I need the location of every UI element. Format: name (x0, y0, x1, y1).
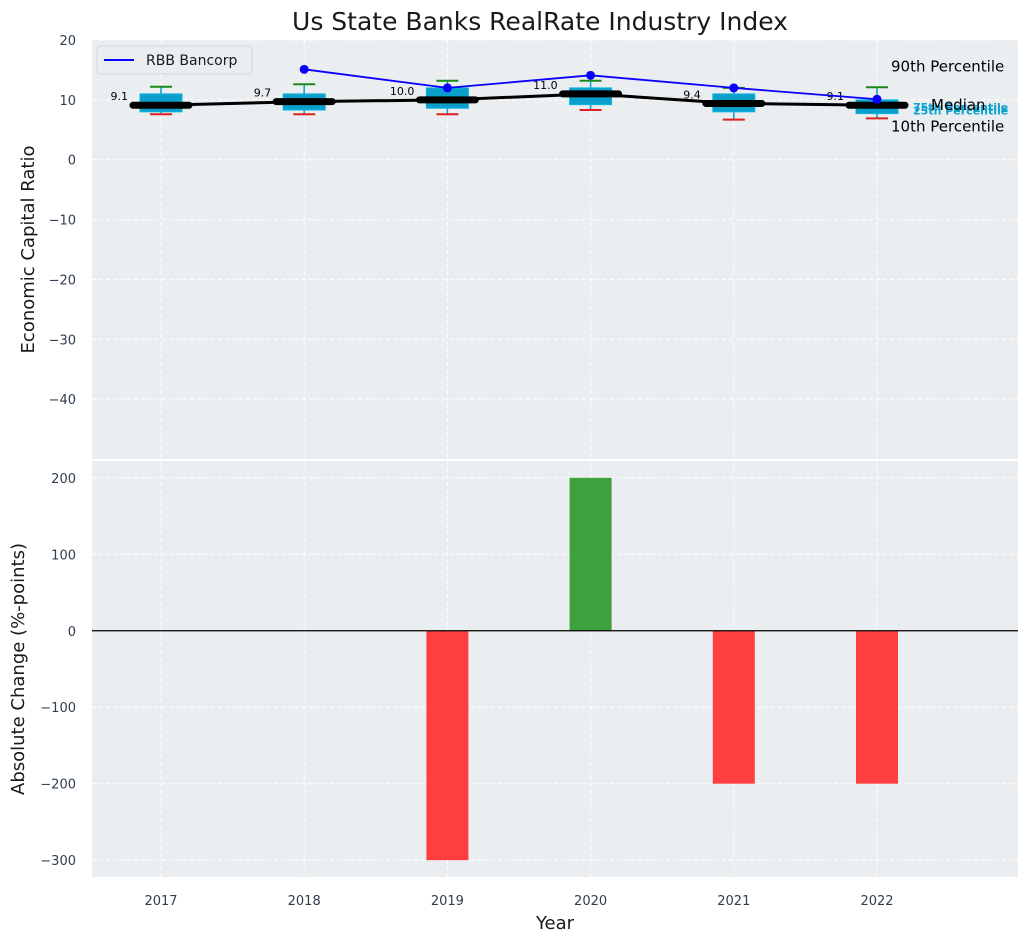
bottom-y-tick-label: −200 (40, 778, 76, 793)
median-value-label: 9.7 (254, 87, 272, 100)
company-point-rbb-bancorp (872, 94, 882, 104)
x-tick-label: 2019 (431, 894, 464, 909)
top-y-ticks: 20 10 0 −10 −20 −30 −40 (49, 34, 76, 408)
top-y-tick-label: −30 (49, 333, 76, 348)
bottom-y-axis-label: Absolute Change (%-points) (8, 543, 29, 795)
x-tick-label: 2017 (144, 894, 177, 909)
annotation-25th-percentile: 25th Percentile (913, 105, 1008, 118)
legend-label-rbb-bancorp: RBB Bancorp (146, 53, 237, 69)
bottom-y-tick-label: 200 (51, 472, 76, 487)
top-y-tick-label: −40 (49, 393, 76, 408)
annotation-90th-percentile: 90th Percentile (891, 57, 1004, 75)
bar-negative (856, 630, 898, 784)
annotation-10th-percentile: 10th Percentile (891, 117, 1004, 135)
top-y-axis-label: Economic Capital Ratio (18, 146, 39, 354)
top-y-tick-label: 20 (59, 34, 76, 49)
median-value-label: 9.1 (111, 90, 129, 103)
top-grid (92, 39, 1018, 459)
bar-marks (92, 477, 1018, 861)
top-y-tick-label: −10 (49, 214, 76, 229)
x-tick-label: 2020 (574, 894, 607, 909)
company-point-rbb-bancorp (729, 83, 739, 93)
median-value-label: 9.4 (683, 88, 701, 101)
top-y-tick-label: −20 (49, 273, 76, 288)
bar-negative (426, 630, 469, 861)
legend[interactable]: RBB Bancorp (96, 45, 253, 75)
bottom-y-tick-label: 100 (51, 548, 76, 563)
top-y-tick-label: 0 (68, 154, 76, 169)
company-point-rbb-bancorp (586, 70, 596, 80)
top-y-tick-label: 10 (59, 94, 76, 109)
annotation-75th-percentile: 75th Percentile (913, 101, 1008, 114)
bottom-y-ticks: 200 100 0 −100 −200 −300 (40, 472, 76, 869)
bar-negative (712, 630, 755, 784)
bar-positive (569, 477, 612, 631)
x-axis-label: Year (535, 913, 575, 934)
company-point-rbb-bancorp (299, 64, 309, 74)
bottom-y-tick-label: −300 (40, 854, 76, 869)
company-point-rbb-bancorp (442, 83, 452, 93)
median-value-label: 11.0 (533, 79, 558, 92)
x-ticks: 2017 2018 2019 2020 2021 2022 (144, 894, 893, 909)
chart-title: Us State Banks RealRate Industry Index (292, 7, 788, 36)
bottom-y-tick-label: 0 (68, 625, 76, 640)
bottom-y-tick-label: −100 (40, 701, 76, 716)
annotation-median: Median (931, 96, 986, 114)
x-tick-label: 2022 (860, 894, 893, 909)
x-tick-label: 2018 (288, 894, 321, 909)
median-value-label: 10.0 (390, 85, 415, 98)
legend-box (96, 45, 253, 75)
x-tick-label: 2021 (717, 894, 750, 909)
